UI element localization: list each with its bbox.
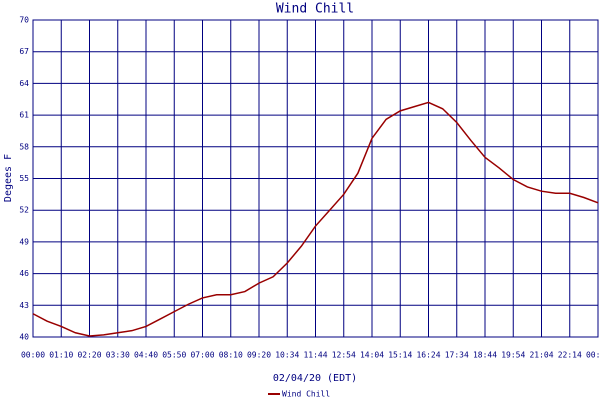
x-tick-label: 10:34 (275, 351, 299, 360)
x-tick-label: 00:04 (586, 351, 600, 360)
x-tick-label: 21:04 (529, 351, 553, 360)
y-tick-label: 64 (19, 79, 29, 88)
y-tick-label: 43 (19, 301, 29, 310)
y-tick-label: 52 (19, 206, 29, 215)
x-tick-label: 03:30 (106, 351, 130, 360)
x-axis-label: 02/04/20 (EDT) (273, 373, 357, 384)
chart-title: Wind Chill (276, 2, 354, 17)
y-tick-label: 61 (19, 111, 29, 120)
x-tick-label: 19:54 (501, 351, 525, 360)
data-line (32, 101, 599, 337)
x-tick-label: 07:00 (190, 351, 214, 360)
x-tick-label: 02:20 (77, 351, 101, 360)
x-tick-label: 01:10 (49, 351, 73, 360)
x-tick-label: 11:44 (303, 351, 327, 360)
x-tick-label: 05:50 (162, 351, 186, 360)
y-tick-label: 67 (19, 47, 29, 56)
x-tick-label: 08:10 (219, 351, 243, 360)
x-tick-label: 18:44 (473, 351, 497, 360)
y-tick-label: 40 (19, 333, 29, 342)
x-tick-label: 15:14 (388, 351, 412, 360)
x-tick-label: 00:00 (21, 351, 45, 360)
x-tick-label: 22:14 (558, 351, 582, 360)
x-tick-label: 17:34 (445, 351, 469, 360)
y-tick-label: 70 (19, 16, 29, 25)
y-tick-label: 55 (19, 174, 29, 183)
y-tick-label: 58 (19, 142, 29, 151)
legend-label: Wind Chill (282, 390, 330, 399)
x-tick-label: 12:54 (332, 351, 356, 360)
y-axis-label: Degees F (3, 154, 14, 202)
x-tick-label: 14:04 (360, 351, 384, 360)
x-tick-label: 16:24 (416, 351, 440, 360)
y-tick-label: 46 (19, 269, 29, 278)
x-tick-label: 09:20 (247, 351, 271, 360)
y-tick-label: 49 (19, 237, 29, 246)
x-tick-label: 04:40 (134, 351, 158, 360)
